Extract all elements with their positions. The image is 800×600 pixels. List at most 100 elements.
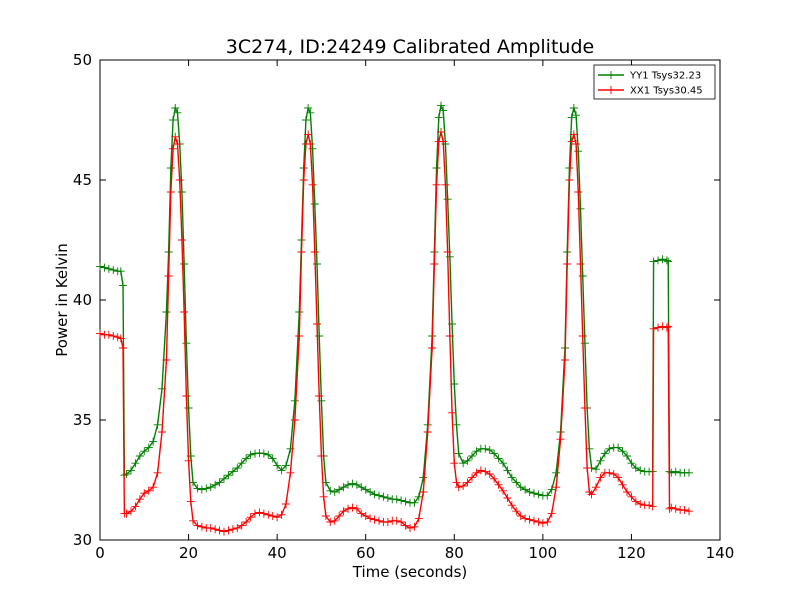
data-point	[375, 491, 383, 500]
data-point	[525, 488, 534, 496]
data-point	[437, 128, 445, 136]
data-point	[317, 452, 326, 460]
data-point	[321, 512, 330, 520]
data-point	[561, 356, 569, 364]
data-point	[437, 101, 445, 110]
data-point	[153, 420, 162, 429]
data-point	[552, 468, 561, 477]
data-point	[445, 332, 454, 340]
data-point	[654, 323, 662, 332]
data-point	[319, 492, 328, 501]
data-point	[454, 449, 463, 458]
data-point	[144, 443, 153, 452]
data-point	[547, 509, 556, 518]
data-point	[220, 474, 228, 483]
data-point	[490, 449, 499, 458]
data-point	[177, 236, 186, 244]
data-point	[104, 264, 113, 273]
data-point	[224, 471, 233, 480]
data-point	[569, 104, 578, 112]
data-point	[366, 488, 375, 496]
legend-label: YY1 Tsys32.23	[629, 71, 701, 82]
data-point	[304, 130, 313, 139]
data-point	[100, 263, 109, 272]
data-point	[335, 512, 344, 520]
data-point	[306, 108, 315, 117]
data-point	[326, 486, 335, 495]
data-point	[600, 449, 609, 458]
data-point	[379, 492, 388, 501]
legend: YY1 Tsys32.23 XX1 Tsys30.45	[593, 64, 716, 100]
chart-title: 3C274, ID:24249 Calibrated Amplitude	[226, 36, 594, 58]
data-point	[499, 486, 507, 495]
data-point	[525, 515, 534, 524]
data-point	[507, 473, 516, 482]
data-point	[596, 473, 605, 482]
data-point	[543, 491, 552, 500]
data-point	[158, 428, 166, 436]
data-point	[538, 519, 547, 528]
data-point	[268, 512, 277, 520]
data-point	[228, 525, 237, 534]
y-tick-label: 35	[73, 411, 92, 429]
data-point	[268, 454, 277, 463]
data-point	[233, 464, 242, 472]
x-axis-label: Time (seconds)	[352, 563, 468, 581]
data-point	[344, 504, 352, 513]
data-point	[583, 464, 592, 472]
data-point	[649, 324, 658, 333]
data-point	[490, 474, 499, 483]
data-point	[109, 332, 118, 340]
data-point	[290, 416, 299, 424]
legend-swatch-marker	[607, 71, 615, 79]
data-point	[572, 140, 581, 148]
data-point	[567, 113, 576, 122]
data-point	[572, 111, 581, 120]
data-point	[330, 488, 339, 496]
data-point	[242, 454, 251, 463]
data-point	[503, 494, 512, 502]
data-point	[259, 509, 268, 518]
data-point	[423, 428, 432, 436]
data-point	[534, 518, 543, 526]
data-point	[667, 503, 676, 512]
data-point	[104, 330, 113, 339]
data-point	[494, 454, 503, 463]
data-point	[623, 488, 631, 496]
data-point	[255, 508, 264, 517]
data-point	[580, 404, 589, 412]
data-point	[392, 495, 401, 504]
data-point	[277, 466, 286, 475]
data-point	[182, 392, 191, 400]
data-point	[211, 525, 220, 534]
data-point	[352, 504, 361, 513]
data-point	[631, 497, 640, 506]
data-point	[623, 452, 631, 460]
data-point	[468, 452, 476, 460]
data-point	[215, 526, 224, 535]
data-point	[463, 456, 472, 465]
data-point	[592, 465, 600, 474]
legend-box	[593, 64, 716, 100]
data-point	[135, 495, 144, 504]
data-point	[177, 188, 186, 196]
data-point	[308, 180, 317, 189]
data-point	[512, 478, 521, 487]
data-point	[578, 272, 587, 280]
data-point	[197, 485, 206, 494]
data-point	[569, 130, 578, 139]
data-point	[301, 116, 310, 124]
data-point	[664, 257, 673, 266]
data-point	[255, 449, 264, 458]
data-point	[370, 490, 379, 499]
data-point	[649, 257, 658, 266]
data-point	[419, 473, 428, 482]
data-point	[290, 396, 299, 405]
data-point	[119, 344, 128, 352]
data-point	[370, 515, 379, 524]
data-point	[237, 459, 246, 468]
y-axis-label: Power in Kelvin	[53, 243, 71, 357]
data-point	[215, 478, 224, 487]
data-point	[481, 444, 490, 453]
legend-swatch-marker	[607, 86, 615, 94]
